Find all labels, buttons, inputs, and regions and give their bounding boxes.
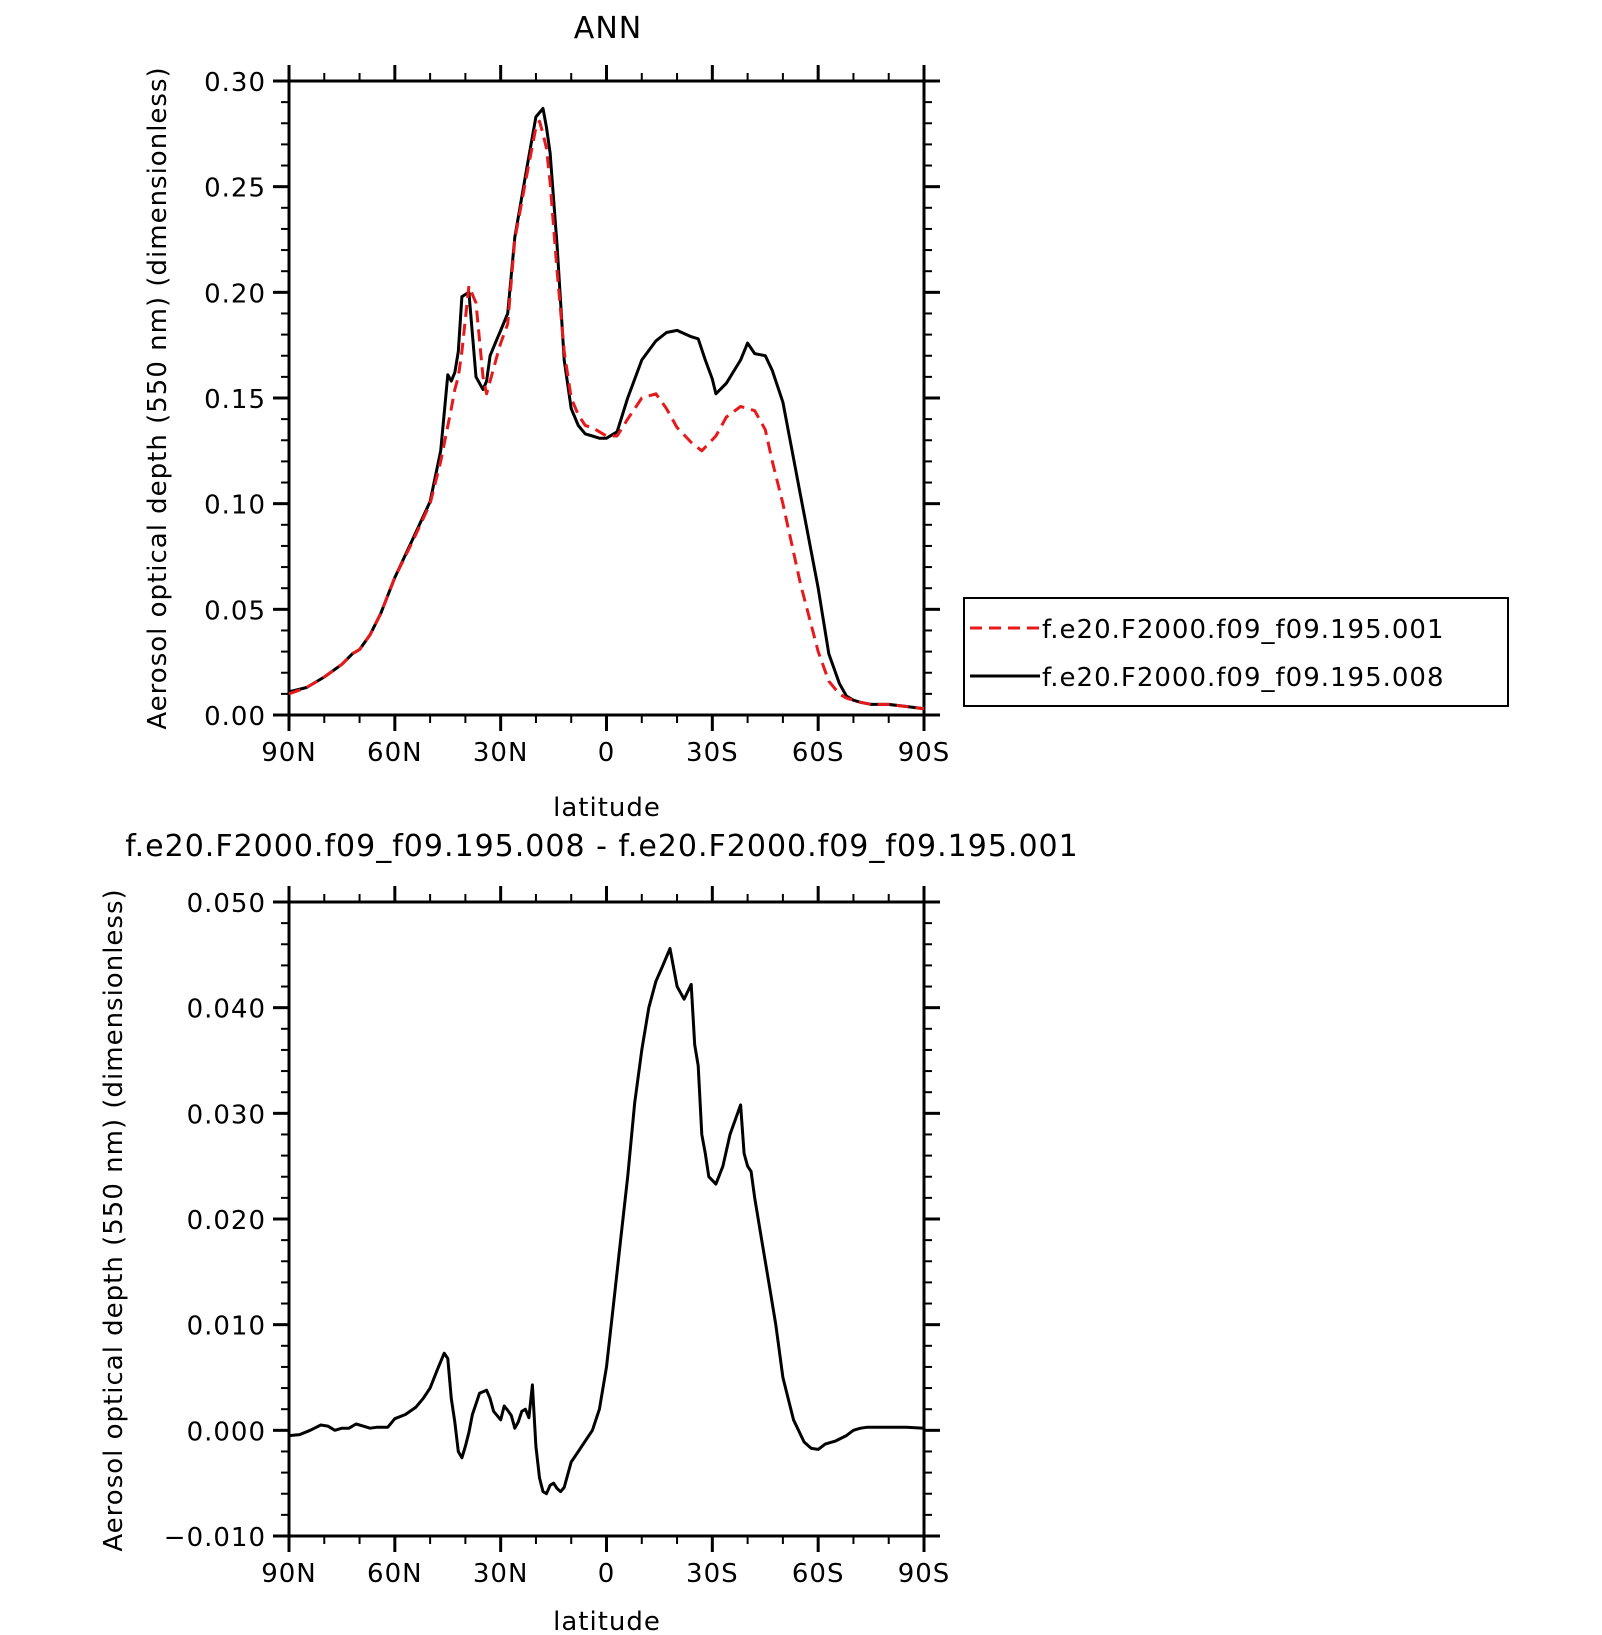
series-line-dashed <box>288 119 925 711</box>
y-tick-label: 0.00 <box>204 702 266 732</box>
y-tick-label: 0.20 <box>204 279 266 309</box>
bottom-plot-frame <box>287 900 926 1538</box>
legend-label-008: f.e20.F2000.f09_f09.195.008 <box>1042 663 1445 693</box>
x-tick-label: 60S <box>792 738 845 768</box>
y-tick-label: 0.10 <box>204 491 266 521</box>
x-tick-label: 30S <box>686 738 739 768</box>
y-tick-label: 0.010 <box>187 1312 266 1342</box>
y-tick-label: 0.25 <box>204 174 266 204</box>
series-line-solid <box>288 947 925 1496</box>
zonal-mean-panel: ANN 90N 60N 30N 0 30S 60S 90S 0.00 0.05 0.10 0.15… <box>143 11 951 823</box>
y-tick-label: −0.010 <box>164 1523 266 1553</box>
bottom-x-axis-label: latitude <box>553 1607 661 1635</box>
y-tick-label: 0.000 <box>187 1417 266 1447</box>
y-tick-label: 0.030 <box>187 1100 266 1130</box>
y-tick-label: 0.15 <box>204 385 266 415</box>
x-tick-label: 60N <box>367 738 423 768</box>
y-tick-label: 0.30 <box>204 68 266 98</box>
legend-box <box>963 597 1509 707</box>
legend: f.e20.F2000.f09_f09.195.001 f.e20.F2000.… <box>963 597 1509 707</box>
x-tick-label: 90N <box>261 1559 317 1589</box>
legend-label-001: f.e20.F2000.f09_f09.195.001 <box>1042 615 1445 645</box>
x-tick-label: 90S <box>898 738 951 768</box>
y-tick-label: 0.050 <box>187 889 266 919</box>
x-tick-label: 30N <box>473 738 529 768</box>
x-tick-label: 30S <box>686 1559 739 1589</box>
x-tick-label: 90N <box>261 738 317 768</box>
series-line-solid <box>288 107 925 711</box>
y-tick-label: 0.020 <box>187 1206 266 1236</box>
top-plot-title: ANN <box>574 11 642 46</box>
bottom-plot-title: f.e20.F2000.f09_f09.195.008 - f.e20.F200… <box>125 829 1078 864</box>
y-tick-label: 0.05 <box>204 596 266 626</box>
x-tick-label: 0 <box>598 1559 616 1589</box>
y-tick-label: 0.040 <box>187 995 266 1025</box>
x-tick-label: 60S <box>792 1559 845 1589</box>
top-plot-frame <box>287 79 926 717</box>
x-tick-label: 60N <box>367 1559 423 1589</box>
x-tick-label: 90S <box>898 1559 951 1589</box>
x-tick-label: 0 <box>598 738 616 768</box>
difference-panel: f.e20.F2000.f09_f09.195.008 - f.e20.F200… <box>99 829 1078 1635</box>
top-y-axis-label: Aerosol optical depth (550 nm) (dimensio… <box>143 66 173 729</box>
top-x-axis-label: latitude <box>553 793 661 823</box>
bottom-y-axis-label: Aerosol optical depth (550 nm) (dimensio… <box>99 888 129 1551</box>
x-tick-label: 30N <box>473 1559 529 1589</box>
